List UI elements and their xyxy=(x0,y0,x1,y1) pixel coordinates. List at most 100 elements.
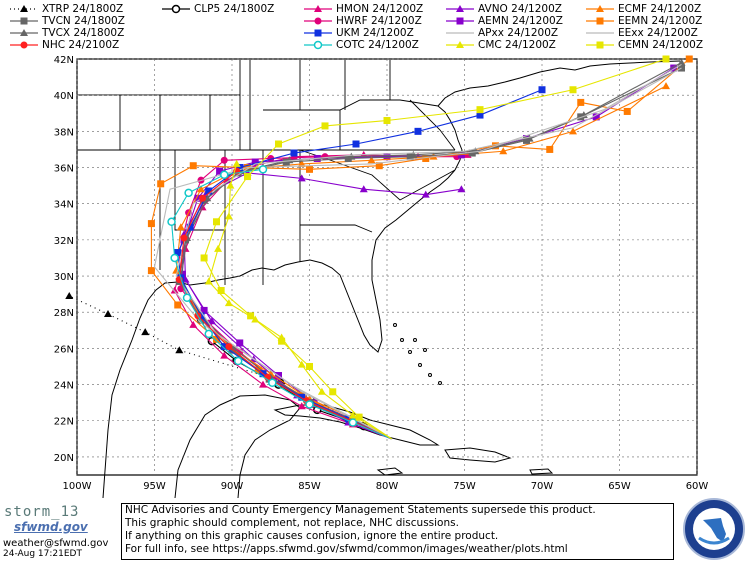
track-point xyxy=(409,150,418,158)
track-point xyxy=(538,86,546,94)
legend-swatch xyxy=(10,5,38,12)
track-point xyxy=(200,306,208,314)
legend-item-nhc: NHC 24/2100Z xyxy=(8,39,148,51)
legend-swatch xyxy=(304,5,332,12)
track-point xyxy=(220,170,229,180)
coastline xyxy=(102,169,456,498)
legend-swatch xyxy=(304,40,332,50)
track-point xyxy=(226,181,235,189)
lon-label: 80W xyxy=(376,481,399,492)
track-point xyxy=(348,418,358,427)
track-point xyxy=(184,188,193,198)
track-point xyxy=(194,194,202,202)
track-point xyxy=(305,400,314,409)
legend-label: HMON 24/1200Z xyxy=(336,3,424,15)
legend-label: UKM 24/1200Z xyxy=(336,27,414,39)
track-point xyxy=(290,149,298,157)
track-point xyxy=(104,310,112,318)
track-point xyxy=(298,393,306,401)
track-line xyxy=(175,85,667,440)
track-point xyxy=(297,402,306,410)
track-point xyxy=(224,299,233,307)
track-point xyxy=(352,140,360,148)
track-point xyxy=(157,180,165,188)
legend-item-cmc: CMC 24/1200Z xyxy=(444,39,584,51)
island xyxy=(428,373,432,377)
track-point xyxy=(167,217,176,227)
legend-item-clp5: CLP5 24/1800Z xyxy=(160,3,300,15)
track-point xyxy=(662,55,670,63)
sfwmd-seal-logo xyxy=(683,498,745,560)
track-point xyxy=(348,411,357,419)
track-point xyxy=(297,360,306,368)
track-point xyxy=(317,387,326,395)
storm-name: storm_13 xyxy=(4,504,80,520)
legend-marker xyxy=(456,41,464,48)
track-point xyxy=(223,176,232,184)
track-point xyxy=(178,270,186,278)
island xyxy=(438,381,442,385)
track-point xyxy=(275,140,282,148)
track-point xyxy=(258,165,268,174)
legend-label: AEMN 24/1200Z xyxy=(478,15,563,27)
legend-swatch xyxy=(586,32,614,34)
track-point xyxy=(233,356,243,366)
state-border xyxy=(263,99,439,111)
legend-label: HWRF 24/1200Z xyxy=(336,15,422,27)
track-point xyxy=(422,154,430,162)
legend-swatch xyxy=(446,32,474,34)
track-point xyxy=(174,249,182,257)
track-point xyxy=(244,173,251,181)
legend-item-aemn: AEMN 24/1200Z xyxy=(444,15,584,27)
track-point xyxy=(670,64,678,72)
legend-swatch xyxy=(446,17,474,25)
track-point xyxy=(297,159,306,167)
disclaimer-line: This graphic should complement, not repl… xyxy=(125,517,459,529)
track-point xyxy=(186,223,194,231)
track-point xyxy=(224,212,233,220)
island xyxy=(408,350,412,354)
disclaimer-line: NHC Advisories and County Emergency Mana… xyxy=(125,504,596,516)
website-logo[interactable]: sfwmd.gov xyxy=(14,520,88,534)
legend-item-hwrf: HWRF 24/1200Z xyxy=(302,15,442,27)
legend-label: AVNO 24/1200Z xyxy=(478,3,562,15)
track-eexx xyxy=(153,63,682,440)
track-point xyxy=(329,388,337,396)
issue-timestamp: 24-Aug 17:21EDT xyxy=(3,549,82,559)
legend-swatch xyxy=(162,4,190,14)
legend-label: EEMN 24/1200Z xyxy=(618,15,703,27)
legend-marker xyxy=(20,17,28,25)
track-point xyxy=(546,145,554,153)
track-point xyxy=(259,380,267,388)
legend-label: XTRP 24/1800Z xyxy=(42,3,124,15)
legend-label: ECMF 24/1200Z xyxy=(618,3,702,15)
legend-item-eexx: EExx 24/1200Z xyxy=(584,27,724,39)
legend-swatch xyxy=(10,29,38,36)
legend-item-xtrp: XTRP 24/1800Z xyxy=(8,3,148,15)
legend-item-avno: AVNO 24/1200Z xyxy=(444,3,584,15)
legend-marker xyxy=(314,29,322,37)
legend-swatch xyxy=(586,5,614,12)
track-line xyxy=(208,163,392,440)
track-point xyxy=(199,194,207,202)
legend-label: CLP5 24/1800Z xyxy=(194,3,275,15)
legend-marker xyxy=(596,17,604,25)
disclaimer-link[interactable]: For full info, see https://apps.sfwmd.go… xyxy=(125,543,568,555)
island xyxy=(418,363,422,367)
track-point xyxy=(217,287,225,295)
coastline xyxy=(437,60,681,171)
track-point xyxy=(147,220,155,228)
track-point xyxy=(525,134,534,142)
track-point xyxy=(207,317,216,325)
track-point xyxy=(499,147,508,155)
legend-marker xyxy=(596,5,604,12)
track-point xyxy=(355,413,363,421)
footer: storm_13 sfwmd.gov weather@sfwmd.gov 24-… xyxy=(0,498,750,563)
track-point xyxy=(375,162,383,170)
track-point xyxy=(278,337,286,345)
track-cemn xyxy=(200,55,670,440)
track-point xyxy=(213,218,220,226)
legend-swatch xyxy=(10,41,38,49)
disclaimer-box: NHC Advisories and County Emergency Mana… xyxy=(121,503,674,560)
legend-item-hmon: HMON 24/1200Z xyxy=(302,3,442,15)
